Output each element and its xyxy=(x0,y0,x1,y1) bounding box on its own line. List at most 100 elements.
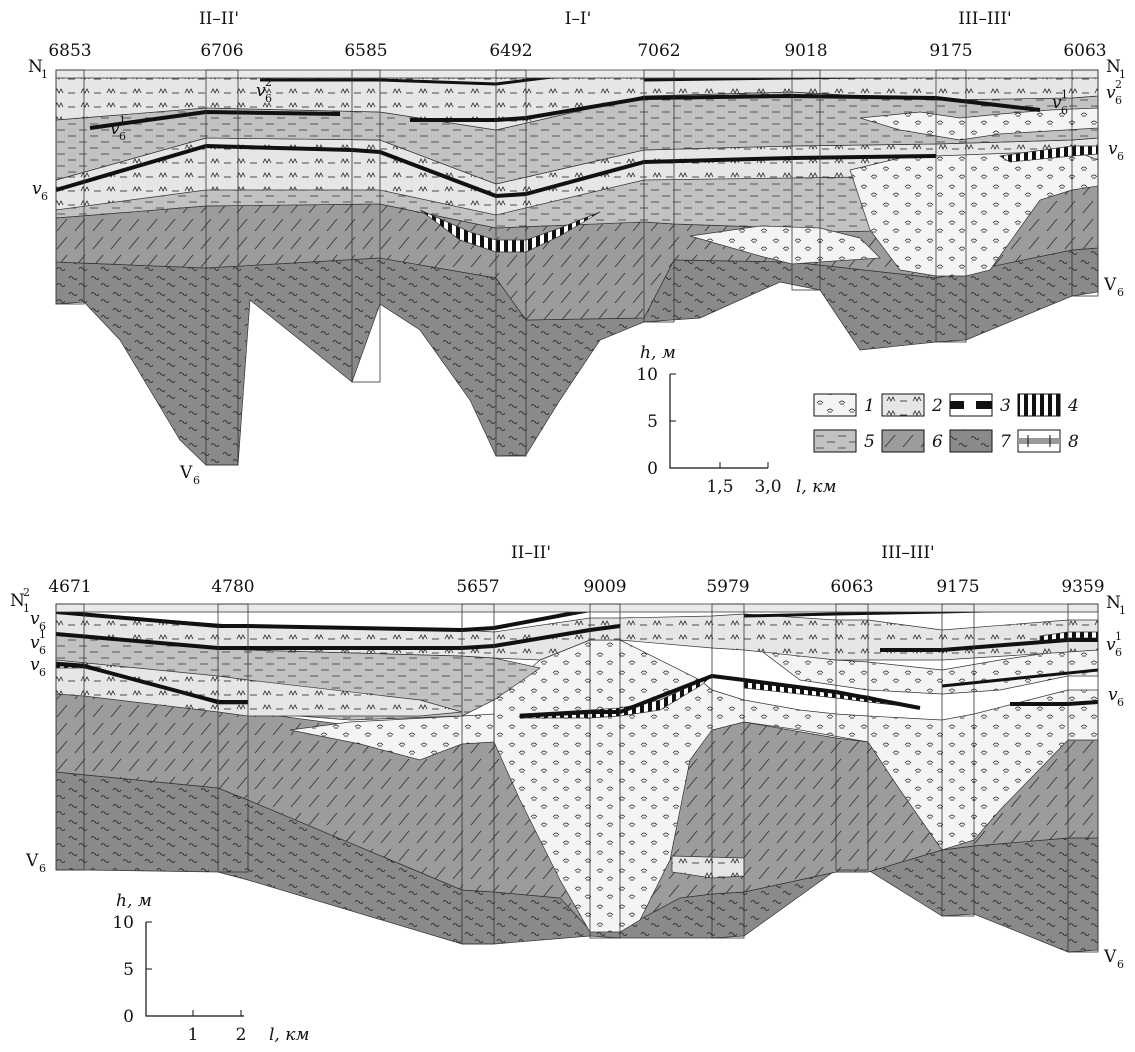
top-oolitic-lens-mid xyxy=(689,225,881,265)
top-well-column xyxy=(205,69,239,466)
scale-bars: 10 5 0 1,5 3,0 h, м l, км 10 5 0 1 2 h, м l, км xyxy=(112,343,836,1045)
top-right-v6-sub: 6 xyxy=(1117,150,1124,163)
bottom-left-v6-2-main: v xyxy=(30,609,40,629)
legend-item-2: 2 xyxy=(881,393,943,417)
top-right-V6-main: V xyxy=(1103,275,1117,295)
bottom-profile-label: II–II' xyxy=(511,543,551,563)
top-inner-v6-1: v 6 1 xyxy=(110,114,126,143)
scale-bottom: 10 5 0 1 2 h, м l, км xyxy=(112,891,309,1045)
legend-item-6: 6 xyxy=(881,429,943,453)
scale-bottom-h-label: h, м xyxy=(116,891,152,911)
top-well-number: 6853 xyxy=(48,41,91,61)
scale-top-l-label: l, км xyxy=(796,477,837,497)
bottom-right-N1: N1 xyxy=(1106,593,1126,617)
scale-top-y-label: 0 xyxy=(647,459,658,479)
bottom-right-v6-1-sup: 1 xyxy=(1115,630,1122,643)
bottom-well-number: 6063 xyxy=(830,577,873,597)
top-right-V6-sub: 6 xyxy=(1117,286,1124,299)
scale-bottom-l-label: l, км xyxy=(269,1025,310,1045)
bottom-right-v6-1-main: v xyxy=(1106,635,1116,655)
legend-number: 1 xyxy=(864,396,875,416)
legend-item-7: 7 xyxy=(949,429,1011,453)
legend-number: 8 xyxy=(1068,432,1079,452)
top-right-N1: N1 xyxy=(1106,57,1126,81)
bottom-well-number: 4671 xyxy=(48,577,91,597)
top-well-number: 6706 xyxy=(200,41,243,61)
legend-item-8: 8 xyxy=(1017,429,1079,453)
top-inner-v6-1-right-sub: 6 xyxy=(1061,104,1068,117)
bottom-well-column xyxy=(941,603,975,917)
bottom-left-v6-1-main: v xyxy=(30,633,40,653)
scale-bottom-x-label: 1 xyxy=(188,1025,199,1045)
bottom-left-N1: N1 2 xyxy=(10,586,30,615)
bottom-well-number: 4780 xyxy=(211,577,254,597)
bottom-black-line-top xyxy=(55,608,591,632)
legend-swatch xyxy=(881,429,925,453)
legend-number: 6 xyxy=(932,432,943,452)
bottom-left-V6-main: V xyxy=(25,851,39,871)
top-bar-layer xyxy=(419,209,601,253)
bottom-left-v6-2-sub: 6 xyxy=(39,620,46,633)
bottom-left-v6-main: v xyxy=(30,655,40,675)
top-well-number: 6063 xyxy=(1063,41,1106,61)
top-base-V6-main: V xyxy=(179,463,193,483)
scale-bottom-x-label: 2 xyxy=(236,1025,247,1045)
top-well-column xyxy=(1071,69,1099,297)
bottom-well-column xyxy=(55,603,85,871)
scale-top-axes xyxy=(669,374,768,469)
top-well-column xyxy=(495,69,527,457)
top-inner-v6-1-right: v 6 1 xyxy=(1052,88,1068,117)
top-black-line-upper xyxy=(260,74,561,86)
legend-swatch xyxy=(813,393,857,417)
top-well-number: 6585 xyxy=(344,41,387,61)
legend-swatch xyxy=(881,393,925,417)
top-left-v6-main: v xyxy=(32,179,42,199)
bottom-left-N1-sup: 2 xyxy=(23,586,30,599)
legend-item-3: 3 xyxy=(949,393,1011,417)
bottom-left-v6-sub: 6 xyxy=(39,666,46,679)
scale-bottom-y-label: 0 xyxy=(123,1007,134,1027)
labels-layer: II–II' I–I' III–III'6853 6706 6585 6492 7062 90… xyxy=(10,9,1126,971)
top-inner-v6-2-main: v xyxy=(256,81,266,101)
top-right-v6-2-sup: 2 xyxy=(1115,78,1122,91)
top-inner-v6-2-sub: 6 xyxy=(265,92,272,105)
top-well-column xyxy=(351,69,381,383)
top-profile-label: III–III' xyxy=(958,9,1011,29)
top-cross-section xyxy=(55,69,1099,466)
bottom-right-v6-main: v xyxy=(1108,685,1118,705)
legend-number: 7 xyxy=(1000,432,1011,452)
bottom-grass-lower xyxy=(55,659,463,717)
legend: 1 2 3 4 5 6 7 8 xyxy=(813,393,1079,453)
scale-bottom-y-label: 10 xyxy=(112,913,134,933)
bottom-right-N1-main: N xyxy=(1106,593,1121,613)
top-right-N1-sub: 1 xyxy=(1119,68,1126,81)
bottom-left-v6-1-sup: 1 xyxy=(39,628,46,641)
scale-top-x-label: 3,0 xyxy=(754,477,781,497)
bottom-right-v6-1-sub: 6 xyxy=(1115,646,1122,659)
legend-number: 3 xyxy=(1000,396,1011,416)
bottom-black-line-right-4 xyxy=(941,668,1099,688)
bottom-right-v6-1: v 6 1 xyxy=(1106,630,1122,659)
top-profile-label: I–I' xyxy=(565,9,592,29)
top-left-v6-sub: 6 xyxy=(41,190,48,203)
legend-swatch xyxy=(813,429,857,453)
bottom-black-line-right-3 xyxy=(1010,700,1099,706)
legend-number: 4 xyxy=(1067,396,1079,416)
bottom-black-line-right-2 xyxy=(880,638,1098,652)
bottom-bar-center xyxy=(519,675,713,719)
top-well-column xyxy=(791,69,821,291)
top-well-column xyxy=(643,69,675,323)
legend-swatch xyxy=(949,429,993,453)
top-well-column xyxy=(55,69,85,305)
top-well-number: 9018 xyxy=(784,41,827,61)
bottom-well-number: 5979 xyxy=(706,577,749,597)
bottom-well-column xyxy=(711,603,745,939)
legend-swatch xyxy=(1017,393,1061,417)
top-inner-v6-1-sup: 1 xyxy=(119,114,126,127)
